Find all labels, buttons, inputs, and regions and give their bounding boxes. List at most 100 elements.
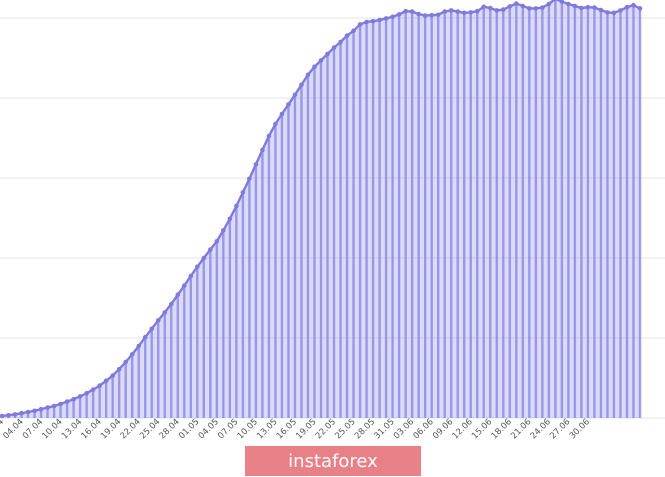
data-point-78 — [507, 4, 513, 9]
data-point-10 — [64, 399, 70, 404]
data-point-18 — [116, 366, 122, 372]
data-point-36 — [234, 203, 239, 209]
x-tick-label-6: 19.04 — [99, 417, 123, 441]
data-point-91 — [592, 5, 597, 10]
x-tick-label-16: 19.05 — [294, 417, 318, 441]
data-point-80 — [520, 3, 526, 9]
data-point-20 — [129, 352, 135, 357]
x-tick-label-1: 04.04 — [1, 417, 25, 441]
x-tick-label-17: 22.05 — [314, 417, 338, 441]
data-point-6 — [38, 406, 44, 412]
data-point-81 — [527, 6, 532, 11]
data-point-41 — [266, 133, 272, 139]
data-point-15 — [97, 383, 102, 388]
data-point-37 — [240, 190, 246, 195]
data-point-24 — [155, 318, 161, 323]
data-point-98 — [637, 6, 643, 11]
data-point-50 — [325, 51, 330, 57]
data-point-19 — [123, 359, 128, 365]
data-point-94 — [611, 10, 617, 16]
data-point-70 — [455, 9, 461, 14]
data-point-86 — [559, 0, 565, 4]
x-tick-label-20: 31.05 — [372, 417, 396, 441]
data-point-11 — [71, 396, 76, 402]
data-point-28 — [181, 283, 187, 288]
data-point-58 — [377, 17, 382, 23]
data-point-29 — [188, 273, 194, 279]
data-point-93 — [605, 10, 610, 15]
data-point-21 — [136, 343, 142, 349]
data-point-7 — [45, 405, 50, 410]
data-point-9 — [58, 401, 63, 407]
data-point-33 — [214, 238, 220, 244]
grid — [0, 17, 665, 419]
data-point-59 — [383, 16, 389, 21]
x-tick-label-23: 09.06 — [431, 417, 455, 441]
data-point-97 — [631, 2, 636, 8]
data-points — [0, 0, 643, 419]
data-point-89 — [579, 5, 584, 11]
x-tick-label-15: 16.05 — [275, 417, 299, 441]
data-point-25 — [162, 310, 168, 315]
data-point-3 — [19, 410, 24, 416]
data-point-53 — [344, 33, 350, 38]
data-point-8 — [51, 403, 57, 409]
data-point-61 — [396, 12, 402, 17]
watermark-logo: instaforex — [245, 446, 421, 476]
data-point-85 — [553, 0, 558, 2]
x-tick-label-10: 01.05 — [177, 417, 201, 441]
data-point-82 — [533, 6, 539, 11]
data-point-56 — [364, 19, 369, 25]
data-point-88 — [572, 3, 578, 9]
data-point-42 — [273, 121, 278, 127]
area-fill — [2, 0, 640, 418]
data-point-45 — [292, 92, 298, 98]
data-point-44 — [286, 102, 291, 107]
data-point-52 — [338, 39, 343, 45]
data-point-54 — [351, 28, 356, 34]
data-point-92 — [598, 7, 604, 13]
data-point-68 — [442, 9, 447, 14]
data-point-22 — [142, 334, 148, 340]
data-point-60 — [390, 14, 395, 20]
data-point-30 — [195, 264, 200, 270]
data-point-76 — [494, 8, 500, 13]
data-point-87 — [566, 1, 571, 7]
data-point-27 — [175, 292, 181, 298]
x-tick-label-24: 12.06 — [451, 417, 475, 441]
data-point-0 — [0, 413, 5, 419]
x-tick-label-4: 13.04 — [60, 417, 84, 441]
data-point-75 — [487, 5, 493, 11]
data-point-1 — [6, 412, 11, 418]
data-point-65 — [422, 13, 428, 18]
data-point-66 — [429, 12, 434, 18]
x-tick-label-7: 22.04 — [119, 417, 143, 441]
data-point-63 — [409, 9, 415, 14]
data-point-31 — [201, 255, 207, 261]
x-tick-label-27: 21.06 — [509, 417, 533, 441]
data-point-62 — [403, 8, 408, 14]
data-point-47 — [305, 72, 311, 78]
data-point-46 — [299, 82, 304, 88]
x-tick-label-30: 30.06 — [568, 417, 592, 441]
data-point-67 — [435, 12, 441, 18]
x-tick-label-29: 27.06 — [548, 417, 572, 441]
x-tick-label-26: 18.06 — [490, 417, 514, 441]
data-point-77 — [500, 7, 506, 12]
data-point-34 — [221, 228, 226, 233]
data-point-14 — [90, 387, 96, 392]
x-tick-label-3: 10.04 — [40, 417, 64, 441]
data-point-4 — [25, 409, 31, 415]
data-point-5 — [32, 408, 37, 414]
x-tick-label-12: 07.05 — [216, 417, 240, 441]
data-point-90 — [585, 4, 591, 10]
data-point-13 — [84, 390, 89, 396]
data-point-35 — [227, 216, 233, 222]
bars — [0, 0, 642, 418]
data-point-32 — [208, 247, 213, 252]
data-point-43 — [279, 111, 285, 117]
data-point-26 — [168, 301, 174, 307]
data-point-95 — [618, 8, 623, 13]
data-point-2 — [12, 412, 18, 417]
